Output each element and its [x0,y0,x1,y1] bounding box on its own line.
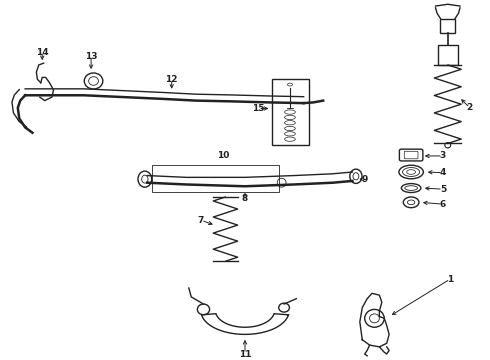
Text: 1: 1 [447,275,453,284]
Text: 5: 5 [440,185,446,194]
Text: 4: 4 [440,168,446,177]
Text: 9: 9 [362,175,368,184]
Bar [438,45,458,65]
Text: 8: 8 [242,194,248,203]
Bar [441,18,455,33]
Text: 15: 15 [252,104,265,113]
Text: 2: 2 [466,103,473,112]
Text: 12: 12 [166,75,178,84]
Text: 14: 14 [36,48,49,57]
Text: 13: 13 [85,51,98,60]
Text: 3: 3 [440,152,446,161]
Text: 10: 10 [217,152,229,161]
Bar [272,79,309,145]
Text: 11: 11 [239,350,251,359]
Text: 6: 6 [440,199,446,208]
Bar [152,165,279,192]
Text: 7: 7 [198,216,204,225]
